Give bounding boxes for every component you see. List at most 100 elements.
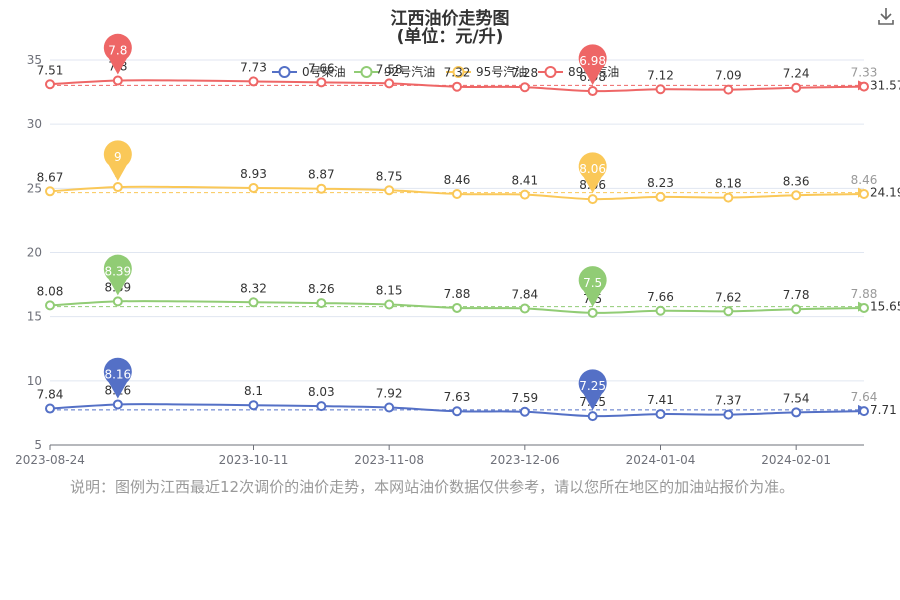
data-label: 8.1 — [244, 384, 263, 398]
data-point — [248, 182, 259, 193]
chart-title: 江西油价走势图 — [390, 9, 510, 29]
data-point — [655, 305, 666, 316]
data-label: 7.25 — [579, 395, 606, 409]
y-tick-label: 10 — [27, 374, 42, 388]
data-label: 8.41 — [511, 174, 538, 188]
y-tick-label: 25 — [27, 181, 42, 195]
data-point — [248, 297, 259, 308]
data-label: 7.66 — [308, 61, 335, 75]
data-point — [316, 77, 327, 88]
data-point — [316, 298, 327, 309]
data-label: 7.62 — [715, 290, 742, 304]
data-label: 8.36 — [783, 174, 810, 188]
data-label: 7.8 — [108, 60, 127, 74]
data-point — [655, 409, 666, 420]
data-label: 8.32 — [240, 281, 267, 295]
data-point — [655, 191, 666, 202]
data-point — [723, 409, 734, 420]
data-point — [384, 78, 395, 89]
x-tick-label: 2023-12-06 — [490, 453, 560, 467]
data-label: 7.5 — [583, 292, 602, 306]
data-point — [452, 188, 462, 199]
data-point — [248, 76, 259, 87]
data-point — [519, 303, 530, 314]
data-point — [723, 306, 734, 317]
y-tick-label: 20 — [27, 246, 42, 260]
y-tick-label: 30 — [27, 117, 42, 131]
data-point — [112, 296, 123, 307]
max-pin-label: 8.16 — [104, 367, 131, 381]
data-point — [248, 400, 259, 411]
legend-marker — [278, 66, 291, 78]
data-point — [452, 406, 462, 417]
data-label: 8.15 — [376, 283, 403, 297]
data-label: 6.98 — [579, 70, 606, 84]
data-point — [316, 401, 327, 412]
max-pin — [103, 357, 132, 399]
data-point — [723, 192, 734, 203]
average-label: 24.19 — [870, 186, 900, 200]
legend-label: 0号柴油 — [302, 65, 346, 79]
x-tick-label: 2024-02-01 — [761, 453, 831, 467]
average-label: 15.65 — [870, 300, 900, 314]
data-label: 7.09 — [715, 69, 742, 83]
data-point — [384, 299, 395, 310]
data-label: 7.73 — [240, 60, 267, 74]
data-label: 8.18 — [715, 177, 742, 191]
data-label: 7.88 — [851, 287, 878, 301]
min-pin — [578, 266, 607, 307]
data-point — [587, 307, 598, 318]
data-point — [587, 86, 598, 97]
min-pin — [578, 369, 607, 411]
data-label: 7.88 — [444, 287, 471, 301]
data-point — [859, 81, 869, 92]
average-arrow — [858, 404, 868, 415]
data-point — [519, 189, 530, 200]
data-point — [384, 185, 395, 196]
data-label: 8.46 — [444, 173, 471, 187]
min-pin-label: 8.06 — [579, 162, 606, 176]
data-label: 7.51 — [37, 63, 64, 77]
average-start-dot — [47, 82, 53, 89]
data-label: 8.67 — [37, 170, 64, 184]
max-pin — [103, 254, 132, 296]
min-pin — [578, 152, 607, 194]
data-point — [316, 183, 327, 194]
data-point — [45, 79, 55, 90]
min-pin-label: 7.25 — [579, 379, 606, 393]
data-label: 7.54 — [783, 391, 810, 405]
data-point — [45, 403, 55, 414]
data-label: 8.93 — [240, 167, 267, 181]
legend-label: 89号汽油 — [568, 64, 619, 79]
download-icon[interactable] — [876, 6, 896, 26]
data-label: 7.64 — [851, 390, 878, 404]
data-point — [452, 302, 462, 313]
data-point — [859, 406, 869, 417]
data-label: 8.46 — [851, 173, 878, 187]
average-start-dot — [47, 189, 53, 196]
average-arrow — [858, 301, 868, 312]
data-label: 8.08 — [37, 284, 64, 298]
data-label: 7.78 — [783, 288, 810, 302]
data-label: 7.41 — [647, 393, 674, 407]
chart-note: 说明：图例为江西最近12次调价的油价走势，本网站油价数据仅供参考，请以您所在地区… — [70, 478, 795, 496]
legend-label: 92号汽油 — [384, 64, 435, 79]
data-label: 7.24 — [783, 67, 810, 81]
data-point — [791, 407, 802, 418]
data-label: 8.39 — [104, 280, 131, 294]
data-point — [791, 82, 802, 93]
data-label: 7.12 — [647, 68, 674, 82]
chart-subtitle: (单位：元/升) — [396, 27, 504, 47]
series-line — [49, 185, 865, 201]
x-tick-label: 2023-08-24 — [15, 453, 85, 467]
data-point — [791, 190, 802, 201]
average-start-dot — [47, 406, 53, 413]
legend-label: 95号汽油 — [476, 64, 527, 79]
data-label: 8.87 — [308, 168, 335, 182]
data-label: 8.26 — [308, 282, 335, 296]
x-tick-label: 2024-01-04 — [626, 453, 696, 467]
data-label: 7.59 — [511, 391, 538, 405]
series-line — [49, 403, 865, 418]
